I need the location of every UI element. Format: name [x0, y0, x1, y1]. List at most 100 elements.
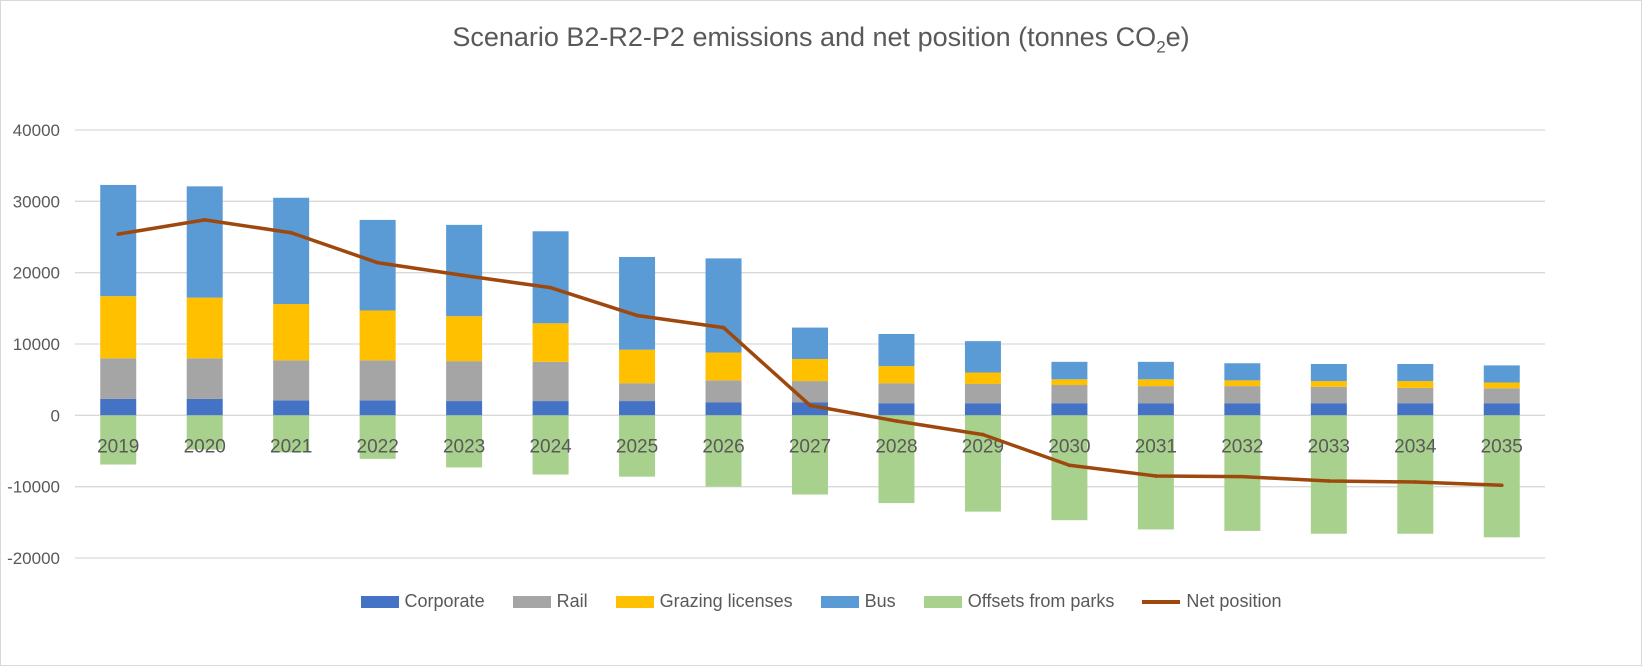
bar-corporate — [705, 402, 742, 416]
bar-corporate — [273, 400, 310, 416]
legend-swatch — [923, 595, 962, 608]
x-tick-label: 2029 — [962, 436, 1004, 457]
bar-rail — [705, 380, 742, 403]
net-position-point — [1067, 463, 1072, 468]
x-tick-label: 2032 — [1221, 436, 1263, 457]
bar-corporate — [878, 403, 915, 416]
net-position-point — [1499, 483, 1504, 488]
net-position-point — [289, 230, 293, 235]
bar-grazing-licenses — [100, 296, 137, 359]
bar-offsets-from-parks — [359, 415, 396, 459]
bar-grazing-licenses — [1051, 379, 1088, 386]
legend: Corporate Rail Grazing licenses Bus Offsets … — [0, 591, 1642, 612]
legend-swatch — [360, 595, 399, 608]
bar-grazing-licenses — [186, 297, 223, 359]
bar-rail — [446, 361, 483, 402]
y-tick-label: -20000 — [7, 549, 60, 568]
bar-corporate — [619, 401, 656, 416]
legend-item: Rail — [512, 591, 588, 612]
bar-rail — [1051, 385, 1088, 404]
bar-rail — [1224, 386, 1261, 404]
bar-corporate — [1051, 403, 1088, 416]
net-position-point — [1240, 474, 1245, 479]
chart-title: Scenario B2-R2-P2 emissions and net posi… — [0, 22, 1642, 57]
bar-bus — [1397, 363, 1434, 382]
bar-offsets-from-parks — [446, 415, 483, 468]
x-tick-label: 2030 — [1048, 436, 1090, 457]
x-tick-label: 2027 — [789, 436, 831, 457]
net-position-point — [808, 403, 812, 408]
net-position-point — [721, 325, 726, 330]
net-position-point — [635, 313, 639, 318]
legend-item: Bus — [820, 591, 896, 612]
bar-rail — [619, 383, 656, 402]
x-tick-label: 2020 — [184, 436, 226, 457]
bar-rail — [878, 383, 915, 404]
x-tick-label: 2028 — [875, 436, 917, 457]
legend-label: Net position — [1186, 591, 1282, 611]
y-tick-label: 30000 — [13, 192, 60, 211]
x-tick-label: 2022 — [357, 436, 399, 457]
x-tick-label: 2023 — [443, 436, 485, 457]
bar-bus — [619, 256, 656, 350]
bar-corporate — [1224, 403, 1261, 416]
bar-grazing-licenses — [1137, 379, 1174, 387]
y-tick-label: 40000 — [13, 121, 60, 140]
bar-offsets-from-parks — [1310, 415, 1347, 534]
chart-title-subscript: 2 — [1156, 37, 1166, 57]
bar-rail — [359, 360, 396, 401]
bar-bus — [1483, 365, 1520, 383]
y-tick-label: 20000 — [13, 264, 60, 283]
chart-title-suffix: e) — [1165, 22, 1190, 52]
net-position-point — [202, 218, 207, 222]
bar-rail — [964, 383, 1001, 404]
x-tick-label: 2019 — [97, 436, 139, 457]
bar-bus — [792, 327, 828, 359]
net-position-point — [1154, 474, 1158, 478]
bar-grazing-licenses — [446, 316, 483, 362]
x-tick-label: 2034 — [1394, 436, 1437, 457]
bar-corporate — [532, 401, 569, 416]
net-position-point — [375, 260, 380, 265]
x-tick-label: 2035 — [1481, 436, 1523, 457]
bar-rail — [1137, 386, 1174, 404]
bar-corporate — [446, 401, 483, 416]
bar-bus — [186, 186, 223, 298]
x-tick-label: 2021 — [270, 436, 312, 457]
bar-corporate — [1310, 403, 1347, 416]
bar-grazing-licenses — [1224, 380, 1261, 387]
bar-grazing-licenses — [1397, 381, 1434, 388]
bar-offsets-from-parks — [705, 415, 742, 487]
y-tick-label: 10000 — [13, 335, 60, 354]
legend-label: Bus — [864, 591, 896, 611]
bar-rail — [273, 360, 310, 401]
bar-offsets-from-parks — [1397, 415, 1434, 534]
bar-rail — [1310, 386, 1347, 404]
net-position-point — [981, 432, 985, 437]
bar-bus — [1310, 363, 1347, 382]
bar-grazing-licenses — [359, 310, 396, 361]
bar-grazing-licenses — [273, 304, 310, 361]
bar-offsets-from-parks — [1483, 415, 1520, 538]
bar-offsets-from-parks — [1224, 415, 1261, 531]
bar-grazing-licenses — [1310, 381, 1347, 387]
bar-offsets-from-parks — [186, 415, 223, 450]
legend-label: Corporate — [404, 591, 485, 611]
net-position-point — [1327, 479, 1331, 483]
x-tick-label: 2024 — [529, 436, 572, 457]
x-tick-label: 2026 — [702, 436, 744, 457]
bar-rail — [186, 358, 223, 399]
legend-item: Grazing licenses — [615, 591, 793, 612]
bar-offsets-from-parks — [273, 415, 310, 453]
net-position-point — [462, 273, 466, 278]
bar-corporate — [100, 398, 137, 416]
bar-offsets-from-parks — [964, 415, 1001, 512]
legend-item: Net position — [1142, 591, 1281, 612]
bar-bus — [878, 334, 915, 367]
legend-swatch — [615, 595, 654, 608]
legend-swatch — [1142, 599, 1181, 604]
bar-grazing-licenses — [619, 349, 656, 384]
x-tick-label: 2033 — [1308, 436, 1350, 457]
bar-offsets-from-parks — [532, 415, 569, 475]
